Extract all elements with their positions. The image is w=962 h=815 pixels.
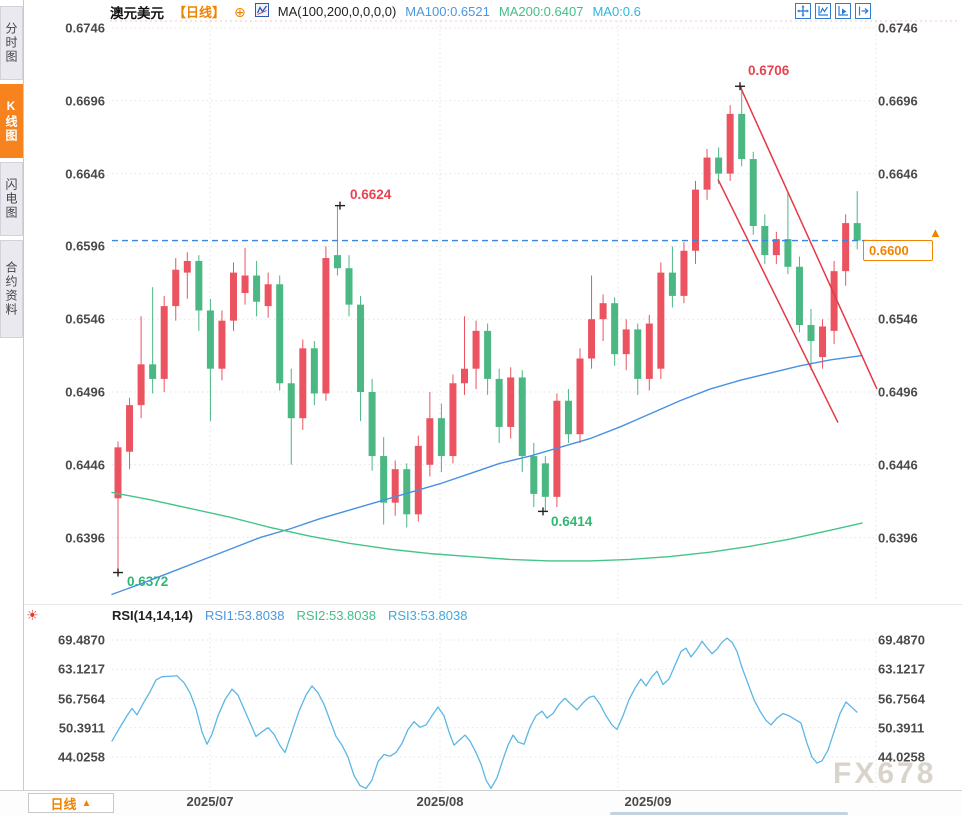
pan-icon[interactable]	[795, 3, 811, 19]
y-axis-label-left: 0.6646	[65, 166, 105, 182]
price-annotation: 0.6624	[350, 187, 392, 202]
rsi-header: RSI(14,14,14) RSI1:53.8038 RSI2:53.8038 …	[112, 608, 467, 623]
y-axis-label-left: 0.6596	[65, 238, 105, 254]
timeframe-label: 【日线】	[173, 5, 226, 20]
x-axis-label: 2025/08	[416, 794, 464, 809]
y-axis-label-right: 0.6696	[878, 93, 918, 109]
last-price-badge: 0.6600	[863, 240, 933, 261]
sidebar-tab-kline[interactable]: K线图	[0, 84, 23, 158]
symbol-name: 澳元美元	[110, 5, 164, 21]
y-axis-label-left: 0.6696	[65, 93, 105, 109]
x-axis-label: 2025/07	[186, 794, 234, 809]
y-axis-label-left: 0.6496	[65, 384, 105, 400]
y-axis-label-left: 0.6396	[65, 530, 105, 546]
rsi2-value: RSI2:53.8038	[296, 608, 376, 623]
x-axis-label: 2025/09	[624, 794, 672, 809]
rsi-axis-label-left: 69.4870	[58, 632, 105, 648]
period-selector[interactable]: 日线 ▲	[28, 793, 114, 813]
indicator-settings-icon[interactable]: ⊕	[234, 3, 246, 20]
line-chart-icon[interactable]	[254, 3, 269, 20]
rsi1-value: RSI1:53.8038	[204, 608, 285, 623]
panel-divider	[24, 604, 962, 605]
bottom-bar: 日线 ▲ 2025/07 2025/08 2025/09	[0, 790, 962, 815]
rsi-axis-label-right: 44.0258	[878, 749, 925, 765]
ma-params-label: MA(100,200,0,0,0,0)	[277, 4, 397, 19]
chart-type-sidebar: 分时图 K线图 闪电图 合约资料	[0, 0, 24, 815]
rsi-params-label: RSI(14,14,14)	[112, 608, 193, 623]
rsi-axis-label-right: 63.1217	[878, 661, 925, 677]
go-latest-icon[interactable]	[855, 3, 871, 19]
fit-chart-icon[interactable]	[815, 3, 831, 19]
rsi-axis-label-right: 50.3911	[878, 720, 925, 736]
ma200-value: MA200:0.6407	[498, 4, 584, 19]
play-chart-icon[interactable]	[835, 3, 851, 19]
price-annotation: 0.6706	[748, 63, 790, 78]
y-axis-label-right: 0.6746	[878, 20, 918, 36]
period-selector-label: 日线	[50, 796, 77, 812]
y-axis-label-right: 0.6446	[878, 457, 918, 473]
rsi-axis-label-left: 44.0258	[58, 749, 105, 765]
watermark: FX678	[833, 757, 937, 790]
y-axis-label-left: 0.6446	[65, 457, 105, 473]
sidebar-tab-lightning[interactable]: 闪电图	[0, 162, 23, 236]
rsi-axis-label-left: 63.1217	[58, 661, 105, 677]
ma0-value: MA0:0.6	[592, 4, 641, 19]
triangle-up-icon: ▲	[81, 797, 92, 809]
rsi-axis-label-right: 56.7564	[878, 691, 925, 706]
rsi-axis-label-left: 50.3911	[58, 720, 105, 736]
y-axis-label-left: 0.6746	[65, 20, 105, 36]
rsi3-value: RSI3:53.8038	[387, 608, 468, 623]
rsi-axis-label-left: 56.7564	[58, 691, 105, 706]
price-annotation: 0.6414	[551, 514, 593, 529]
sidebar-tab-time-share[interactable]: 分时图	[0, 6, 23, 80]
y-axis-label-right: 0.6646	[878, 166, 918, 182]
chart-header: 澳元美元 【日线】 ⊕ MA(100,200,0,0,0,0) MA100:0.…	[110, 3, 641, 21]
rsi-axis-label-right: 69.4870	[878, 632, 925, 648]
chart-toolbar	[795, 3, 871, 19]
sidebar-tab-contract-info[interactable]: 合约资料	[0, 240, 23, 338]
horizontal-scrollbar-thumb[interactable]	[610, 812, 848, 815]
y-axis-label-right: 0.6396	[878, 530, 918, 546]
price-up-arrow-icon: ▲	[929, 225, 942, 240]
rsi-settings-icon[interactable]: ☀	[26, 607, 39, 623]
ma100-value: MA100:0.6521	[405, 4, 490, 19]
y-axis-label-left: 0.6546	[65, 311, 105, 327]
y-axis-label-right: 0.6546	[878, 311, 918, 327]
y-axis-label-right: 0.6496	[878, 384, 918, 400]
